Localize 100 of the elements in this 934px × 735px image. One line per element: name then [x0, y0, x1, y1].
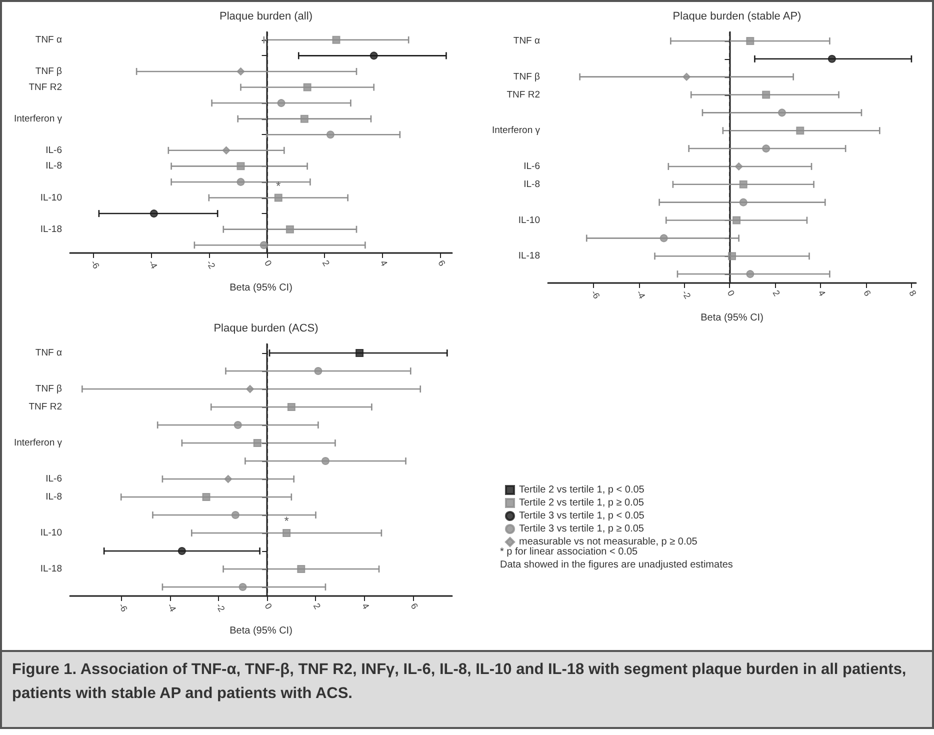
- x-tick-label: 0: [262, 602, 274, 611]
- x-tick-label: -2: [214, 602, 227, 614]
- point: [236, 178, 245, 186]
- chart-title: Plaque burden (stable AP): [672, 10, 802, 22]
- y-tick-label: IL-6: [46, 474, 62, 484]
- point: [332, 36, 340, 44]
- y-tick-label: TNF β: [35, 66, 63, 77]
- y-tick-label: TNF R2: [28, 402, 62, 412]
- y-tick-label: IL-8: [524, 178, 540, 190]
- y-tick-label: TNF α: [35, 34, 62, 46]
- y-tick-label: TNF α: [513, 35, 540, 46]
- point: [828, 54, 836, 63]
- point: [796, 126, 804, 135]
- point: [321, 457, 330, 465]
- y-tick-label: TNF β: [513, 71, 541, 82]
- x-tick-label: -6: [116, 602, 130, 614]
- y-tick-label: TNF R2: [28, 82, 62, 93]
- point: [682, 72, 691, 81]
- y-tick-label: IL-8: [46, 492, 62, 502]
- chart-title: Plaque burden (all): [220, 10, 312, 22]
- text: Data showed in the figures are unadjusted estimates: [500, 560, 733, 570]
- y-tick-label: IL-10: [40, 528, 62, 538]
- x-axis-title: Beta (95% CI): [230, 626, 292, 636]
- point: [222, 146, 230, 154]
- point: [300, 114, 308, 123]
- data-label: *: [284, 514, 290, 528]
- x-tick-label: -4: [165, 602, 178, 614]
- point: [734, 162, 743, 170]
- y-tick-label: Interferon γ: [492, 125, 540, 136]
- caption: Figure 1. Association of TNF-α, TNF-β, TNF R2, INFγ, IL-6, IL-8, IL-10 and IL-18 with segment plaque burden in all patients, patients with stable AP and patients with ACS.: [12, 660, 908, 704]
- y-tick-label: Interferon γ: [14, 113, 62, 124]
- legend-label: Tertile 3 vs tertile 1, p ≥ 0.05: [519, 524, 644, 534]
- point: [260, 241, 268, 250]
- point: [150, 210, 158, 218]
- x-tick-label: -4: [146, 258, 160, 270]
- x-axis-title: Beta (95% CI): [230, 282, 292, 294]
- point: [356, 349, 364, 357]
- x-tick-label: 0: [725, 288, 737, 298]
- y-tick-label: TNF β: [35, 384, 63, 394]
- point: [762, 144, 770, 153]
- point: [286, 225, 294, 234]
- point: [303, 83, 312, 92]
- y-tick-label: IL-10: [518, 214, 540, 226]
- x-tick-label: 2: [770, 288, 782, 298]
- point: [178, 547, 186, 555]
- point: [231, 511, 240, 519]
- text: * p for linear association < 0.05: [500, 546, 638, 558]
- y-tick-label: IL-18: [40, 224, 62, 235]
- point: [224, 475, 232, 483]
- x-tick-label: -4: [634, 288, 648, 300]
- point: [253, 439, 262, 447]
- chart-title: Plaque burden (ACS): [214, 322, 318, 334]
- x-tick-label: 4: [816, 288, 828, 298]
- y-tick-label: IL-6: [524, 160, 540, 172]
- x-tick-label: 8: [907, 288, 918, 298]
- x-tick-label: 6: [408, 602, 420, 611]
- y-tick-label: IL-18: [40, 564, 62, 574]
- point: [314, 367, 322, 375]
- legend-label: Tertile 2 vs tertile 1, p ≥ 0.05: [519, 498, 644, 508]
- x-tick-label: -2: [204, 258, 218, 270]
- x-tick-label: 4: [378, 258, 390, 268]
- point: [778, 108, 786, 117]
- y-tick-label: TNF α: [35, 348, 62, 358]
- point: [236, 162, 245, 170]
- point: [238, 583, 247, 591]
- x-tick-label: 4: [360, 602, 372, 611]
- point: [236, 67, 245, 76]
- y-tick-label: IL-8: [46, 160, 62, 172]
- x-tick-label: 2: [320, 258, 332, 268]
- y-tick-label: TNF R2: [506, 89, 540, 100]
- point: [277, 99, 286, 108]
- point: [274, 194, 282, 202]
- point: [739, 198, 748, 206]
- point: [282, 529, 291, 537]
- point: [732, 216, 741, 224]
- x-tick-label: 2: [311, 602, 323, 611]
- point: [739, 180, 748, 188]
- point: [234, 421, 242, 429]
- point: [202, 493, 210, 501]
- legend-label: Tertile 3 vs tertile 1, p < 0.05: [519, 510, 645, 522]
- point: [326, 130, 334, 139]
- x-tick-label: 6: [862, 288, 873, 298]
- point: [762, 90, 770, 99]
- x-tick-label: 6: [436, 258, 448, 268]
- y-tick-label: IL-10: [40, 192, 62, 204]
- legend-label: Tertile 2 vs tertile 1, p < 0.05: [519, 484, 645, 496]
- point: [370, 52, 378, 60]
- x-tick-label: -6: [88, 258, 102, 270]
- point: [660, 234, 668, 242]
- point: [746, 36, 754, 45]
- point: [287, 403, 296, 411]
- y-tick-label: IL-18: [518, 250, 540, 262]
- y-tick-label: Interferon γ: [14, 438, 62, 448]
- x-axis-title: Beta (95% CI): [700, 312, 764, 324]
- x-tick-label: -6: [589, 288, 602, 300]
- point: [746, 270, 754, 278]
- x-tick-label: -2: [680, 288, 693, 300]
- point: [297, 565, 306, 573]
- legend-label: measurable vs not measurable, p ≥ 0.05: [519, 536, 698, 548]
- y-tick-label: IL-6: [46, 144, 62, 156]
